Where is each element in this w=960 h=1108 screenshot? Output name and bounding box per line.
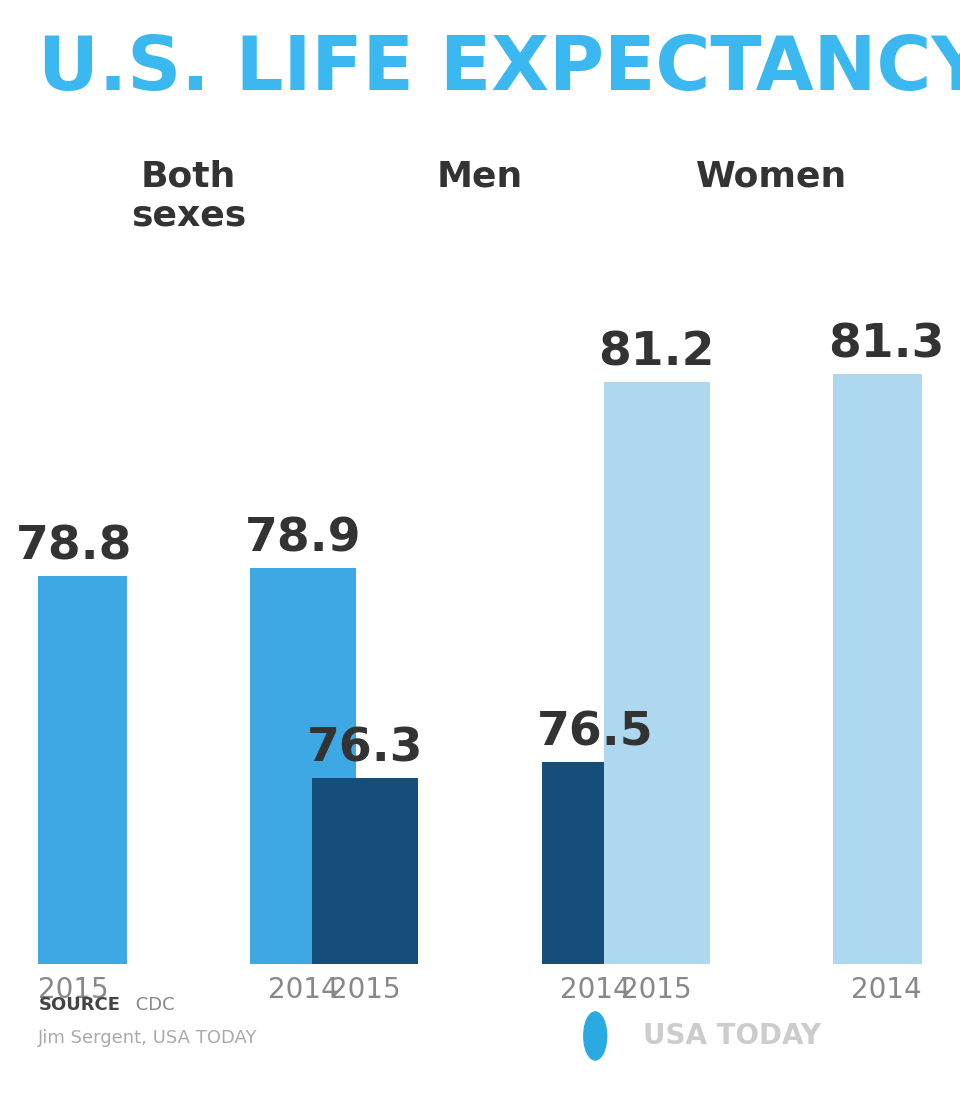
- Text: 76.5: 76.5: [537, 710, 653, 756]
- Bar: [541, 761, 648, 964]
- Text: 76.3: 76.3: [307, 727, 423, 771]
- Text: USA TODAY: USA TODAY: [643, 1022, 822, 1050]
- Text: 81.2: 81.2: [598, 330, 715, 376]
- Text: 78.9: 78.9: [245, 516, 362, 561]
- Text: 81.3: 81.3: [828, 322, 945, 367]
- Text: 2015: 2015: [38, 976, 109, 1004]
- Bar: [312, 778, 419, 964]
- Bar: [251, 567, 356, 964]
- Text: Both
sexes: Both sexes: [131, 160, 246, 233]
- Text: 2014: 2014: [560, 976, 630, 1004]
- Text: 2015: 2015: [621, 976, 692, 1004]
- Text: Jim Sergent, USA TODAY: Jim Sergent, USA TODAY: [38, 1029, 258, 1047]
- Bar: [833, 373, 939, 964]
- Text: 2014: 2014: [851, 976, 922, 1004]
- Text: Women: Women: [696, 160, 847, 193]
- Text: SOURCE: SOURCE: [38, 996, 120, 1014]
- Text: 78.8: 78.8: [15, 524, 132, 570]
- Text: U.S. LIFE EXPECTANCY FALLS: U.S. LIFE EXPECTANCY FALLS: [38, 33, 960, 106]
- Bar: [604, 381, 709, 964]
- Bar: [21, 576, 127, 964]
- Text: 2014: 2014: [268, 976, 339, 1004]
- Text: CDC: CDC: [130, 996, 174, 1014]
- Text: Men: Men: [437, 160, 523, 193]
- Text: 2015: 2015: [330, 976, 400, 1004]
